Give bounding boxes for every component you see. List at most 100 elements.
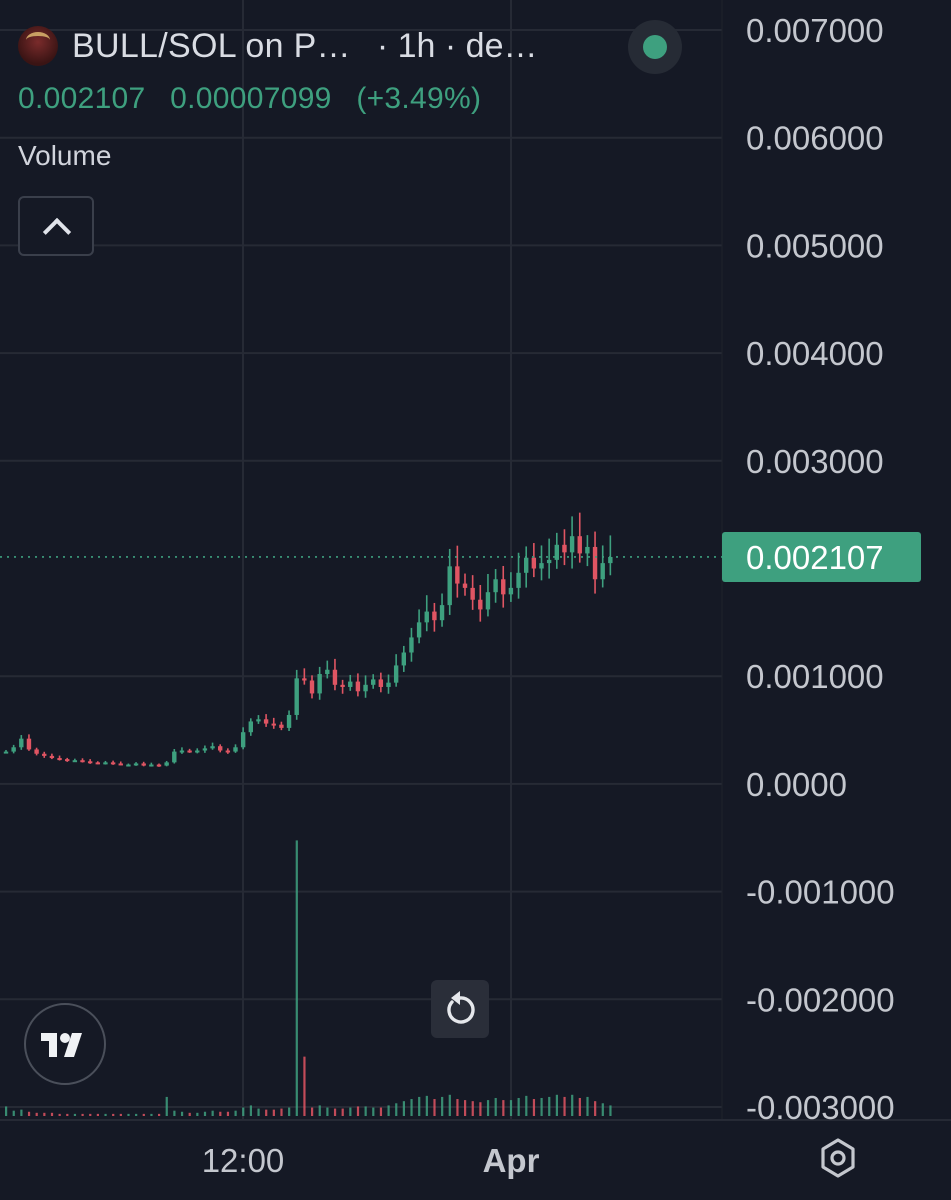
volume-bar — [349, 1107, 352, 1116]
volume-bar — [586, 1096, 589, 1116]
candle — [348, 674, 353, 691]
candle — [531, 543, 537, 578]
candle — [554, 532, 559, 569]
y-tick-label: -0.003000 — [746, 1089, 895, 1126]
volume-bar — [571, 1094, 574, 1116]
candle — [195, 748, 200, 754]
volume-bar — [158, 1113, 161, 1116]
x-tick-label: 12:00 — [202, 1142, 285, 1179]
candle — [286, 710, 292, 731]
volume-bar — [142, 1113, 145, 1116]
candle — [141, 761, 146, 767]
volume-bar — [395, 1103, 398, 1116]
volume-bar — [486, 1100, 490, 1116]
last-price-label-bg — [722, 531, 921, 582]
volume-bar — [127, 1113, 130, 1116]
volume-bar — [288, 1107, 291, 1116]
volume-bar — [89, 1113, 92, 1116]
candle — [363, 675, 368, 698]
volume-bar — [318, 1105, 321, 1116]
candle — [57, 755, 62, 761]
candle — [424, 595, 429, 632]
volume-bar — [104, 1113, 107, 1116]
chart-header[interactable]: BULL/SOL on P… · 1h · de… — [18, 24, 537, 68]
volume-indicator-label[interactable]: Volume — [18, 140, 112, 171]
chevron-up-icon[interactable] — [18, 196, 94, 256]
y-tick-label: 0.007000 — [746, 12, 884, 49]
candle — [263, 714, 269, 727]
symbol-title[interactable]: BULL/SOL on P… — [72, 26, 351, 65]
candle — [317, 666, 322, 700]
candle — [210, 742, 215, 750]
candle — [294, 669, 299, 720]
candle — [133, 762, 139, 766]
candle — [355, 673, 361, 697]
volume-bar — [35, 1112, 38, 1116]
candle — [103, 760, 108, 765]
volume-bar — [548, 1096, 551, 1116]
y-tick-label: 0.001000 — [746, 658, 884, 695]
candle — [95, 761, 100, 765]
candle — [501, 565, 506, 608]
candle — [409, 627, 414, 662]
volume-bar — [525, 1095, 528, 1116]
volume-bar — [5, 1106, 8, 1116]
volume-bar — [73, 1113, 77, 1116]
volume-bar — [188, 1112, 191, 1116]
volume-bar — [418, 1096, 421, 1116]
candle — [508, 572, 514, 602]
reset-icon[interactable] — [431, 980, 489, 1038]
volume-bar — [410, 1099, 413, 1116]
y-tick-label: 0.0000 — [746, 766, 847, 803]
candle — [202, 745, 208, 753]
volume-bar — [517, 1097, 520, 1116]
candle — [524, 546, 529, 588]
last-price-label: 0.002107 — [746, 539, 884, 576]
volume-bar — [601, 1103, 604, 1116]
y-tick-label: 0.003000 — [746, 443, 884, 480]
candle — [393, 654, 399, 687]
tradingview-logo[interactable] — [24, 1003, 106, 1085]
candle — [118, 761, 123, 766]
volume-bar — [81, 1113, 84, 1116]
candle — [126, 763, 131, 767]
volume-bar — [563, 1096, 566, 1116]
volume-bar — [119, 1113, 122, 1116]
settings-icon[interactable] — [812, 1132, 864, 1184]
candle — [516, 552, 521, 599]
interval-label[interactable]: · 1h · de… — [376, 26, 538, 65]
candle — [187, 748, 192, 753]
volume-bar — [479, 1102, 482, 1116]
volume-bar — [58, 1113, 61, 1116]
candle — [546, 538, 552, 579]
y-tick-label: 0.006000 — [746, 120, 884, 157]
candle — [11, 744, 16, 754]
candle — [455, 545, 460, 598]
volume-bar — [257, 1108, 260, 1116]
volume-bar — [150, 1113, 153, 1116]
price-change-pct: (+3.49%) — [356, 82, 482, 115]
candle — [432, 602, 437, 632]
candle — [218, 744, 223, 753]
volume-bar — [219, 1111, 222, 1116]
volume-bar — [356, 1106, 360, 1116]
candle — [447, 548, 452, 615]
volume-bar — [43, 1112, 46, 1116]
volume-bar — [341, 1108, 344, 1116]
candle — [416, 609, 422, 644]
candle — [371, 674, 376, 689]
candle — [233, 744, 238, 753]
y-tick-label: -0.002000 — [746, 981, 895, 1018]
candle — [240, 727, 246, 750]
volume-bar — [540, 1097, 543, 1116]
volume-bar — [234, 1110, 237, 1116]
last-price: 0.002107 — [18, 82, 146, 115]
volume-bar — [464, 1100, 467, 1116]
volume-bar — [555, 1094, 558, 1116]
candle — [539, 545, 544, 581]
market-status-indicator[interactable] — [628, 20, 682, 74]
candle — [401, 645, 406, 672]
volume-bar — [387, 1105, 390, 1116]
token-avatar — [18, 26, 58, 66]
